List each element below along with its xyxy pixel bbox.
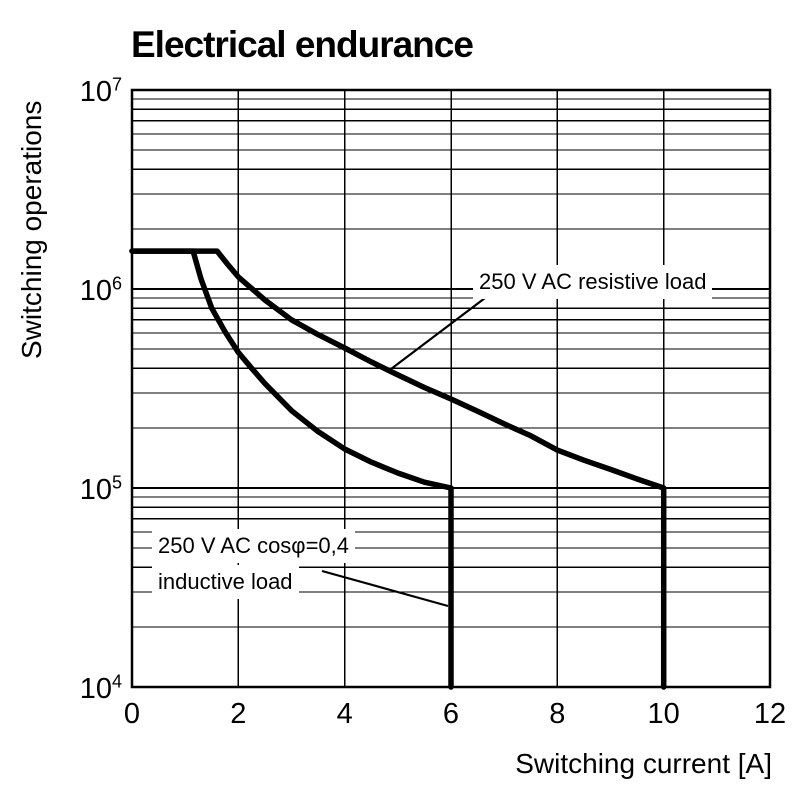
x-tick-label-2: 2 bbox=[230, 698, 247, 730]
y-tick-label-1e4: 104 bbox=[79, 671, 122, 705]
x-axis-label: Switching current [A] bbox=[515, 748, 772, 779]
resistive-leader-line bbox=[390, 294, 490, 370]
inductive-label-line2: inductive load bbox=[152, 565, 299, 599]
resistive-label: 250 V AC resistive load bbox=[473, 265, 713, 299]
x-tick-label-0: 0 bbox=[123, 698, 141, 730]
x-tick-label-4: 4 bbox=[336, 698, 353, 730]
chart-title: Electrical endurance bbox=[131, 24, 474, 65]
y-tick-label-1e7: 107 bbox=[79, 74, 122, 108]
y-tick-label-1e6: 106 bbox=[79, 273, 122, 307]
curve-inductive bbox=[129, 248, 454, 690]
y-tick-label-1e5: 105 bbox=[79, 472, 122, 506]
x-tick-label-6: 6 bbox=[442, 698, 460, 730]
inductive-leader-line bbox=[321, 569, 449, 608]
x-tick-label-8: 8 bbox=[549, 698, 566, 730]
x-tick-label-10: 10 bbox=[647, 698, 680, 730]
x-tick-label-12: 12 bbox=[753, 698, 787, 730]
inductive-label-line1: 250 V AC cosφ=0,4 bbox=[152, 529, 355, 563]
curve-resistive bbox=[129, 248, 667, 690]
